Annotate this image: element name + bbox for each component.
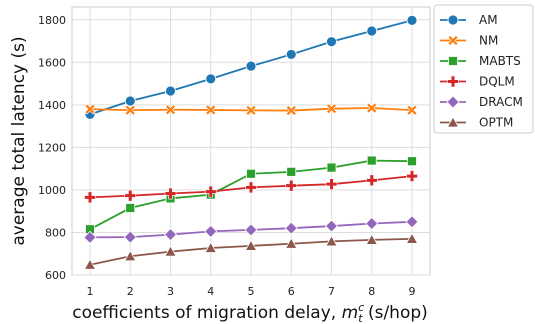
legend-label-nm: NM xyxy=(479,34,498,48)
data-point-am xyxy=(326,36,337,48)
x-tick-label: 4 xyxy=(207,285,214,298)
legend-marker-dracm xyxy=(446,95,460,109)
data-point-dracm xyxy=(284,221,298,235)
data-point-mabts xyxy=(326,162,337,173)
data-point-dqlm xyxy=(365,174,378,187)
data-point-nm xyxy=(124,104,136,116)
series-am xyxy=(84,14,418,120)
data-point-dqlm xyxy=(285,179,298,192)
x-tick-label: 6 xyxy=(288,285,295,298)
x-axis-label: coefficients of migration delay, mc t (s/… xyxy=(72,301,428,324)
y-tick-label: 1000 xyxy=(38,184,66,197)
data-point-nm xyxy=(245,104,257,116)
data-point-am xyxy=(406,14,418,26)
data-point-nm xyxy=(205,104,217,116)
legend-marker-mabts xyxy=(448,56,458,66)
legend-label-am: AM xyxy=(479,13,498,27)
x-ticks: 1 2 3 4 5 6 7 8 9 xyxy=(87,285,416,298)
data-point-dqlm xyxy=(164,187,177,200)
data-point-dracm xyxy=(123,230,137,244)
x-tick-label: 5 xyxy=(248,285,255,298)
legend: AM NM MABTS DQLM DRACM OPTM xyxy=(433,4,534,134)
data-point-optm xyxy=(285,237,298,249)
legend-item-dracm: DRACM xyxy=(440,95,523,109)
data-point-dqlm xyxy=(406,170,418,182)
data-point-dracm xyxy=(365,216,379,231)
data-point-optm xyxy=(365,233,378,245)
y-tick-label: 1800 xyxy=(38,14,66,27)
y-tick-label: 1600 xyxy=(38,56,66,69)
data-point-optm xyxy=(124,249,137,262)
data-point-dracm xyxy=(163,228,178,242)
legend-item-am: AM xyxy=(440,13,498,27)
y-axis-label: average total latency (s) xyxy=(9,36,29,245)
data-point-nm xyxy=(366,102,378,114)
series-dqlm xyxy=(84,170,418,204)
data-point-am xyxy=(205,73,217,85)
x-tick-label: 8 xyxy=(368,285,375,298)
legend-item-nm: NM xyxy=(440,34,498,48)
legend-label-mabts: MABTS xyxy=(479,54,521,68)
legend-marker-am xyxy=(447,14,459,26)
series-optm xyxy=(83,232,419,270)
data-point-am xyxy=(285,49,297,60)
legend-item-mabts: MABTS xyxy=(440,54,521,68)
data-point-dracm xyxy=(324,219,339,233)
series-layer xyxy=(83,14,419,270)
x-tick-label: 2 xyxy=(127,285,134,298)
data-point-dqlm xyxy=(204,185,217,198)
data-point-mabts xyxy=(125,203,136,213)
data-point-am xyxy=(165,85,176,97)
data-point-mabts xyxy=(366,155,377,166)
data-point-mabts xyxy=(407,156,417,167)
y-ticks: 600 800 1000 1200 1400 1600 1800 xyxy=(38,14,66,282)
data-point-optm xyxy=(83,258,97,270)
legend-box xyxy=(433,4,534,134)
data-point-dracm xyxy=(244,223,258,237)
legend-label-dracm: DRACM xyxy=(479,95,523,109)
data-point-am xyxy=(366,25,378,37)
data-point-nm xyxy=(406,104,418,116)
data-point-optm xyxy=(244,239,258,251)
data-point-dqlm xyxy=(124,189,137,202)
data-point-optm xyxy=(405,232,419,244)
data-point-nm xyxy=(326,103,337,115)
y-tick-label: 1400 xyxy=(38,99,66,112)
legend-marker-optm xyxy=(446,116,460,128)
y-tick-label: 600 xyxy=(45,269,66,282)
data-point-am xyxy=(245,60,257,72)
x-tick-label: 9 xyxy=(409,285,416,298)
data-point-dracm xyxy=(405,215,419,229)
data-point-mabts xyxy=(246,168,256,179)
data-point-dqlm xyxy=(84,191,96,204)
legend-marker-dqlm xyxy=(447,75,459,88)
y-tick-label: 800 xyxy=(45,226,66,239)
data-point-nm xyxy=(165,104,176,116)
series-dracm xyxy=(83,215,419,244)
data-point-dracm xyxy=(83,230,97,244)
data-point-nm xyxy=(285,105,297,117)
data-point-dqlm xyxy=(245,181,257,194)
y-tick-label: 1200 xyxy=(38,141,66,154)
data-point-dracm xyxy=(204,224,218,238)
legend-items: AM NM MABTS DQLM DRACM OPTM xyxy=(440,13,523,130)
legend-label-dqlm: DQLM xyxy=(479,75,515,89)
legend-item-dqlm: DQLM xyxy=(440,75,515,89)
data-point-nm xyxy=(84,103,96,115)
series-nm xyxy=(84,102,418,117)
data-point-am xyxy=(124,95,136,107)
data-point-mabts xyxy=(286,166,297,177)
data-point-optm xyxy=(164,245,177,257)
legend-item-optm: OPTM xyxy=(440,116,513,130)
x-tick-label: 3 xyxy=(167,285,174,298)
data-point-optm xyxy=(204,241,217,253)
data-point-optm xyxy=(325,235,338,247)
data-point-dqlm xyxy=(325,178,338,190)
legend-marker-nm xyxy=(447,35,459,46)
x-tick-label: 7 xyxy=(328,285,335,298)
x-tick-label: 1 xyxy=(87,285,94,298)
legend-label-optm: OPTM xyxy=(479,116,513,130)
